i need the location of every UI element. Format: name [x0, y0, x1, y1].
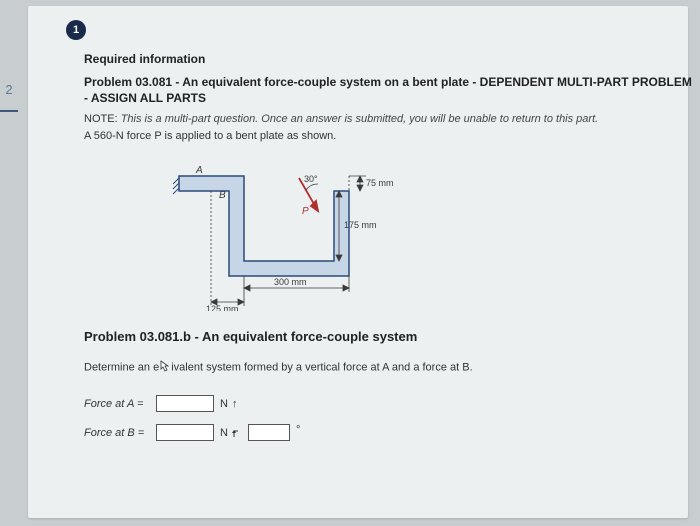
text-pre: Determine an e — [84, 361, 159, 373]
sidebar-step-2[interactable]: 2 — [0, 82, 18, 112]
row-force-A: Force at A = N ↑ — [84, 395, 694, 412]
angle-arrow-icon — [232, 427, 244, 439]
text-post: ivalent system formed by a vertical forc… — [171, 361, 472, 373]
note-line-2: A 560-N force P is applied to a bent pla… — [84, 129, 694, 144]
input-angle-B[interactable] — [248, 424, 290, 441]
up-arrow-icon: ↑ — [232, 398, 238, 410]
content: Required information Problem 03.081 - An… — [84, 52, 694, 453]
subproblem-text: Determine an e ivalent system formed by a… — [84, 360, 694, 375]
dim-300: 300 mm — [274, 277, 307, 287]
step-badge: 1 — [66, 20, 86, 40]
cursor-icon — [160, 360, 170, 375]
note-prefix: NOTE: — [84, 113, 118, 125]
label-angle: 30° — [304, 174, 318, 184]
input-force-A[interactable] — [156, 395, 214, 412]
bent-plate-figure: A B P 30° — [144, 156, 444, 311]
degree-symbol: ° — [296, 424, 300, 436]
dim-125: 125 mm — [206, 304, 239, 311]
label-P: P — [302, 206, 309, 217]
label-force-B: Force at B = — [84, 427, 152, 439]
problem-panel: 1 Required information Problem 03.081 - … — [28, 6, 688, 518]
problem-title: Problem 03.081 - An equivalent force-cou… — [84, 74, 694, 106]
label-A: A — [195, 165, 203, 176]
note-line: NOTE: This is a multi-part question. Onc… — [84, 112, 694, 127]
label-B: B — [219, 190, 226, 201]
dim-75: 75 mm — [366, 178, 394, 188]
dim-175: 175 mm — [344, 220, 377, 230]
subproblem-title: Problem 03.081.b - An equivalent force-c… — [84, 329, 694, 344]
unit-A: N — [220, 398, 228, 410]
note-italic: This is a multi-part question. Once an a… — [121, 113, 599, 125]
row-force-B: Force at B = N ° — [84, 424, 694, 441]
required-heading: Required information — [84, 52, 694, 66]
label-force-A: Force at A = — [84, 398, 152, 410]
input-force-B[interactable] — [156, 424, 214, 441]
unit-B: N — [220, 427, 228, 439]
